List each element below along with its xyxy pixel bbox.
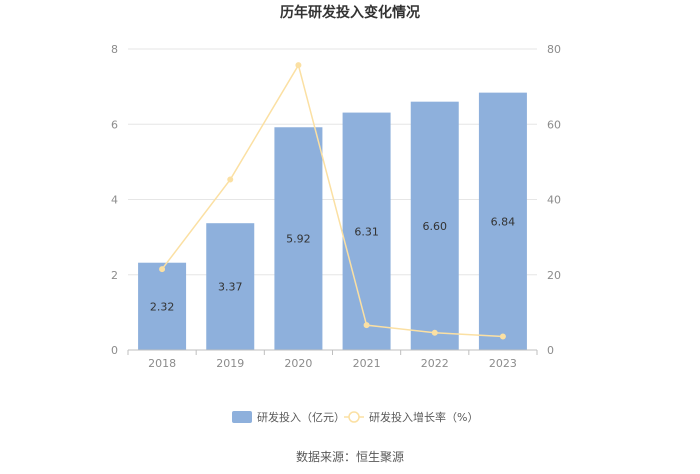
bar: [138, 262, 187, 350]
growth-point: [227, 176, 234, 183]
bar: [478, 92, 527, 351]
legend-line-marker[interactable]: [348, 411, 360, 423]
bar: [342, 112, 391, 351]
bar: [206, 223, 255, 350]
legend-line-label[interactable]: 研发投入增长率（%）: [369, 410, 478, 424]
source-note: 数据来源：恒生聚源: [296, 449, 404, 464]
bar-series: 2.32 3.37 5.92 6.31 6.60 6.84: [138, 92, 527, 351]
x-tick-label: 2021: [353, 357, 381, 370]
legend-bar-swatch[interactable]: [232, 411, 252, 423]
grid: [128, 48, 537, 276]
y-right-tick-label: 40: [547, 194, 561, 207]
y-right-tick-label: 60: [547, 118, 561, 131]
y-left-tick-label: 4: [111, 194, 118, 207]
y-right-tick-label: 0: [547, 344, 554, 357]
growth-point: [499, 333, 506, 340]
growth-point: [295, 62, 302, 69]
x-tick-label: 2019: [216, 357, 244, 370]
growth-point: [363, 322, 370, 329]
chart-title: 历年研发投入变化情况: [280, 4, 420, 21]
y-left-tick-label: 2: [111, 269, 118, 282]
legend-bar-label[interactable]: 研发投入（亿元）: [257, 410, 345, 424]
bar: [410, 101, 459, 350]
x-tick-label: 2022: [421, 357, 449, 370]
line-series: [159, 62, 506, 340]
y-left-tick-label: 6: [111, 118, 118, 131]
growth-line: [161, 63, 503, 338]
x-tick-label: 2020: [284, 357, 312, 370]
x-tick-label: 2023: [489, 357, 517, 370]
bar-value-label: 2.32: [150, 300, 175, 313]
growth-point: [159, 266, 166, 273]
bar-value-label: 6.84: [491, 215, 516, 228]
bar-value-label: 6.60: [423, 220, 448, 233]
bar-value-label: 6.31: [354, 225, 379, 238]
y-left-tick-label: 8: [111, 43, 118, 56]
growth-point: [431, 329, 438, 336]
y-right-tick-label: 80: [547, 43, 561, 56]
bar-value-label: 3.37: [218, 281, 243, 294]
x-tick-label: 2018: [148, 357, 176, 370]
y-right-tick-label: 20: [547, 269, 561, 282]
y-left-tick-label: 0: [111, 344, 118, 357]
bar-value-label: 5.92: [286, 233, 311, 246]
bar: [274, 127, 323, 350]
legend: 研发投入（亿元） 研发投入增长率（%）: [232, 410, 478, 424]
